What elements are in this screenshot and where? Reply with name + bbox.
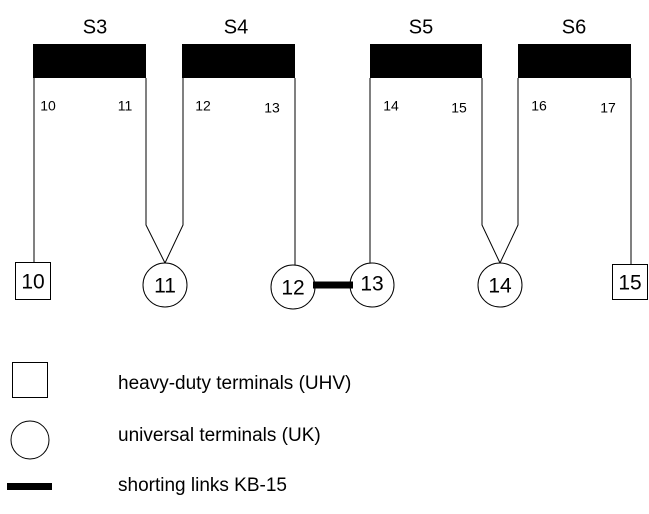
legend-label: universal terminals (UK)	[118, 425, 321, 446]
switch-label: S3	[83, 16, 107, 38]
universal-terminal	[477, 262, 523, 308]
pin-label: 10	[40, 98, 56, 114]
legend-label: heavy-duty terminals (UHV)	[118, 373, 351, 394]
terminal-label: 14	[488, 275, 512, 298]
pin-label: 12	[195, 98, 211, 114]
pin-label: 16	[531, 98, 547, 114]
legend-square	[12, 362, 48, 398]
terminal-label: 10	[21, 271, 44, 294]
terminal-label: 13	[360, 273, 383, 296]
pin-label: 15	[451, 100, 467, 116]
heavy-duty-terminal	[612, 264, 648, 300]
switch-label: S6	[562, 16, 586, 38]
universal-terminal	[142, 262, 188, 308]
wire	[481, 78, 501, 264]
switch-label: S5	[409, 16, 433, 38]
switch-bar	[182, 44, 295, 78]
legend-link	[7, 483, 52, 490]
switch-bar	[370, 44, 482, 78]
wire	[164, 78, 184, 264]
switch-label: S4	[224, 16, 248, 38]
legend-label: shorting links KB-15	[118, 475, 287, 496]
pin-label: 14	[383, 98, 399, 114]
pin-label: 11	[118, 98, 133, 114]
terminal-label: 15	[618, 272, 641, 295]
wire	[499, 78, 519, 264]
switch-bar	[33, 44, 146, 78]
pin-label: 13	[264, 100, 280, 116]
switch-bar	[518, 44, 631, 78]
terminal-label: 11	[154, 275, 176, 298]
wire	[145, 78, 166, 264]
heavy-duty-terminal	[15, 262, 51, 300]
legend-circle	[10, 420, 50, 460]
universal-terminal	[349, 262, 395, 308]
pin-label: 17	[600, 100, 616, 116]
terminal-label: 12	[281, 277, 304, 300]
